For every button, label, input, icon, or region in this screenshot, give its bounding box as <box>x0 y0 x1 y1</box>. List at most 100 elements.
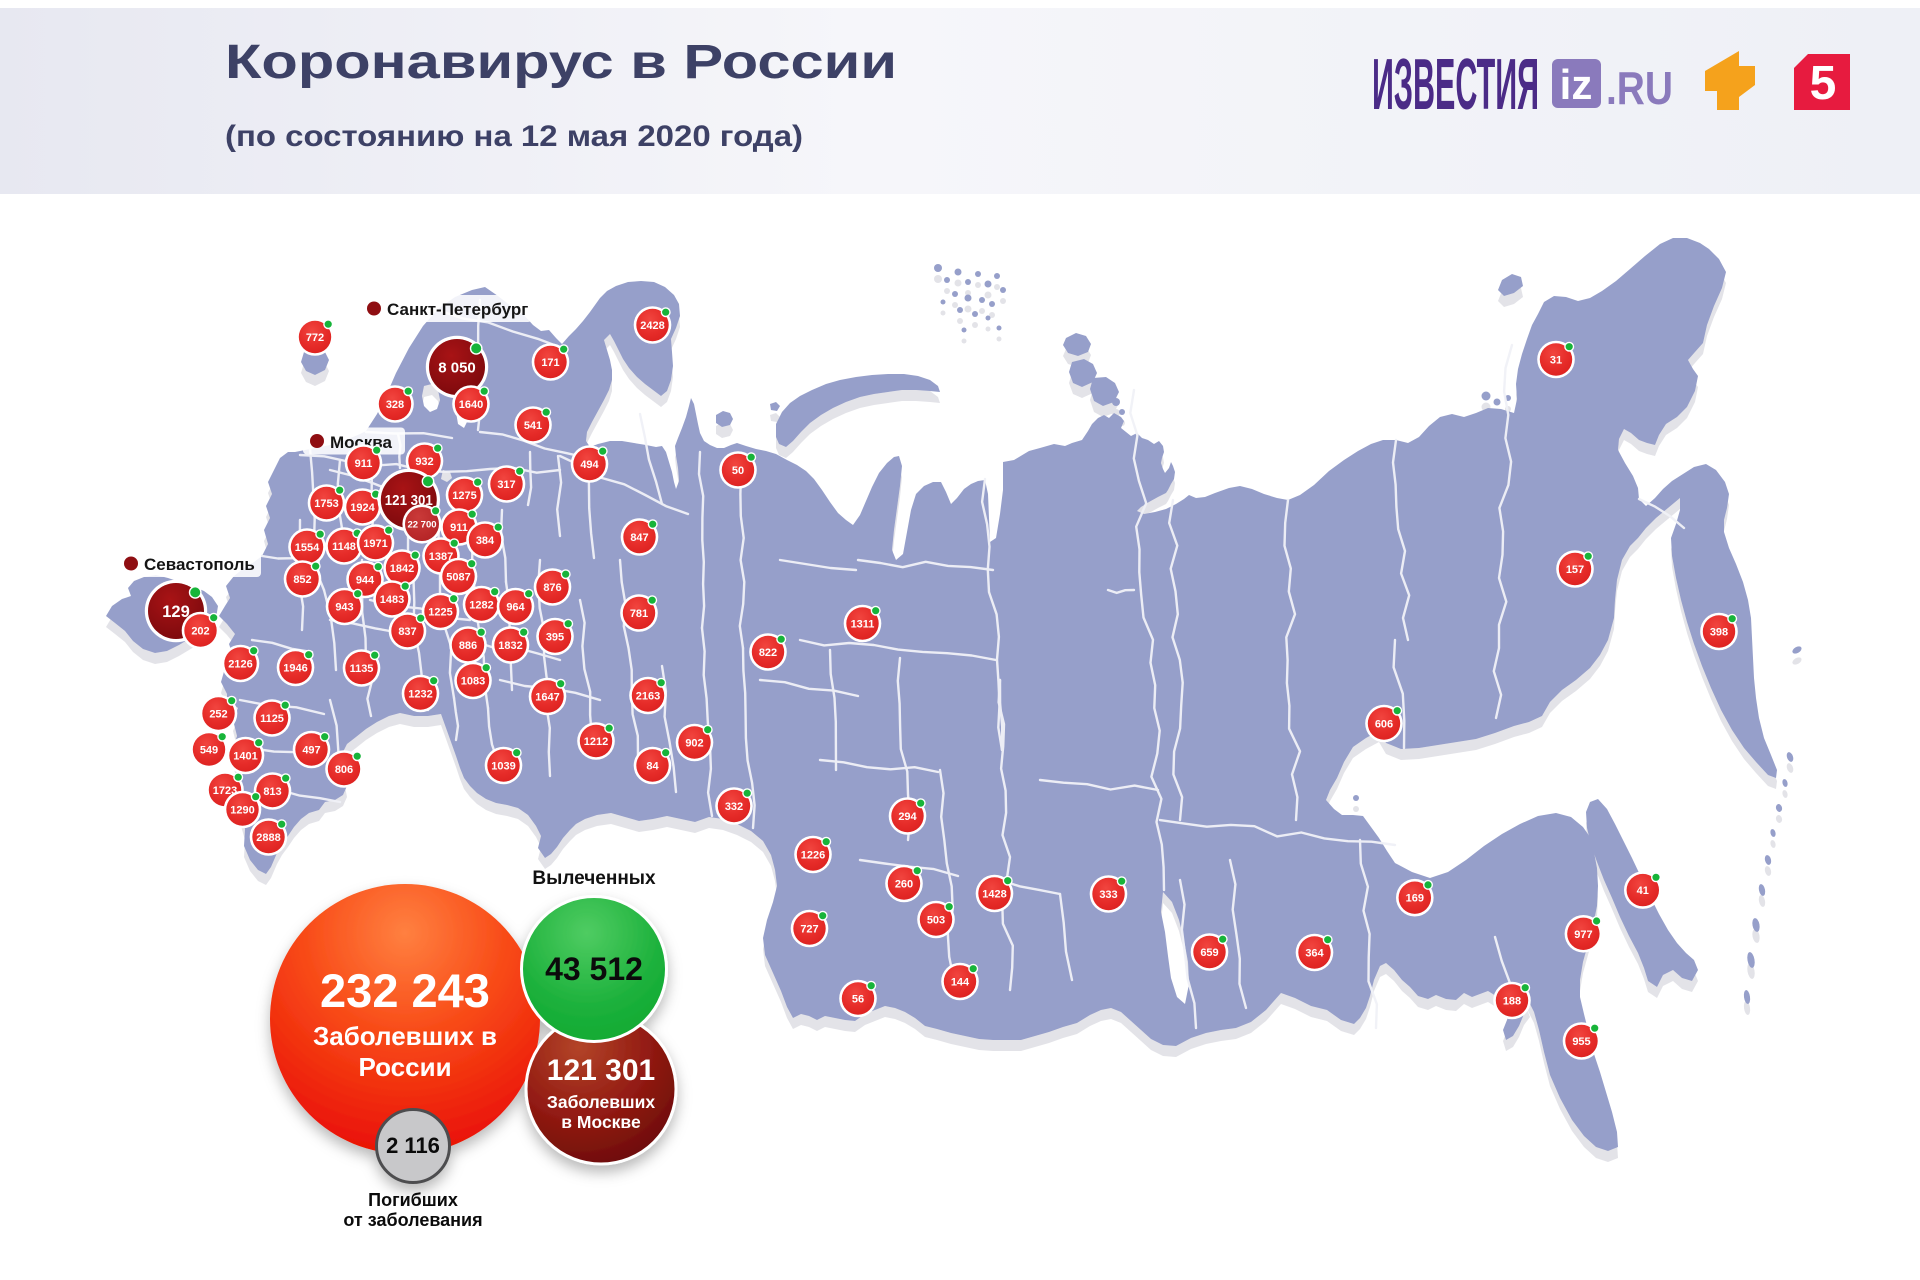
svg-text:2428: 2428 <box>640 320 664 332</box>
svg-text:606: 606 <box>1375 718 1393 730</box>
svg-text:328: 328 <box>386 399 404 411</box>
svg-text:1387: 1387 <box>429 551 453 563</box>
svg-text:932: 932 <box>415 456 433 468</box>
svg-text:1148: 1148 <box>332 541 356 553</box>
svg-text:384: 384 <box>476 535 495 547</box>
svg-text:Санкт-Петербург: Санкт-Петербург <box>387 300 528 319</box>
svg-text:260: 260 <box>895 878 913 890</box>
svg-text:964: 964 <box>506 601 525 613</box>
svg-text:1083: 1083 <box>461 675 485 687</box>
svg-text:ИЗВЕСТИЯ: ИЗВЕСТИЯ <box>1372 45 1539 125</box>
svg-text:1753: 1753 <box>314 498 338 510</box>
svg-text:977: 977 <box>1574 929 1592 941</box>
svg-text:955: 955 <box>1572 1036 1590 1048</box>
svg-text:943: 943 <box>335 601 353 613</box>
svg-text:2163: 2163 <box>636 690 660 702</box>
svg-text:1212: 1212 <box>584 736 608 748</box>
svg-text:5087: 5087 <box>446 571 470 583</box>
svg-text:169: 169 <box>1406 893 1424 905</box>
svg-text:333: 333 <box>1099 889 1117 901</box>
svg-text:от заболевания: от заболевания <box>343 1210 482 1230</box>
svg-text:1483: 1483 <box>380 594 404 606</box>
svg-text:541: 541 <box>524 420 542 432</box>
svg-text:1225: 1225 <box>428 606 452 618</box>
svg-text:911: 911 <box>450 522 468 534</box>
svg-text:772: 772 <box>306 332 324 344</box>
svg-text:317: 317 <box>497 479 515 491</box>
svg-text:1282: 1282 <box>469 599 493 611</box>
svg-text:822: 822 <box>759 647 777 659</box>
svg-text:22 700: 22 700 <box>407 519 436 530</box>
svg-text:332: 332 <box>725 801 743 813</box>
svg-text:Заболевших: Заболевших <box>547 1092 655 1112</box>
svg-text:121 301: 121 301 <box>547 1054 655 1087</box>
svg-text:1723: 1723 <box>213 785 237 797</box>
svg-text:806: 806 <box>335 764 353 776</box>
svg-text:43 512: 43 512 <box>545 951 643 987</box>
svg-text:1971: 1971 <box>363 538 387 550</box>
svg-text:1428: 1428 <box>982 888 1006 900</box>
svg-text:1232: 1232 <box>408 688 432 700</box>
svg-text:232 243: 232 243 <box>320 964 490 1017</box>
svg-text:Коронавирус в России: Коронавирус в России <box>225 36 897 89</box>
svg-text:1946: 1946 <box>283 662 307 674</box>
svg-text:876: 876 <box>543 582 561 594</box>
svg-text:1039: 1039 <box>491 760 515 772</box>
svg-text:2888: 2888 <box>256 832 280 844</box>
svg-text:1640: 1640 <box>459 399 483 411</box>
svg-text:.RU: .RU <box>1606 62 1673 114</box>
svg-text:Севастополь: Севастополь <box>144 555 255 574</box>
svg-text:5: 5 <box>1810 57 1837 110</box>
svg-text:8 050: 8 050 <box>438 359 476 376</box>
svg-text:911: 911 <box>355 458 373 470</box>
svg-text:944: 944 <box>356 574 375 586</box>
svg-text:252: 252 <box>209 708 227 720</box>
svg-text:202: 202 <box>191 625 209 637</box>
svg-text:494: 494 <box>580 459 599 471</box>
svg-text:1647: 1647 <box>535 691 559 703</box>
svg-text:1554: 1554 <box>295 542 320 554</box>
svg-text:364: 364 <box>1305 947 1324 959</box>
svg-text:1924: 1924 <box>350 502 375 514</box>
svg-text:659: 659 <box>1200 947 1218 959</box>
svg-text:2 116: 2 116 <box>386 1133 440 1158</box>
svg-text:902: 902 <box>685 737 703 749</box>
svg-text:50: 50 <box>732 465 744 477</box>
svg-text:144: 144 <box>951 976 970 988</box>
svg-text:847: 847 <box>630 532 648 544</box>
svg-text:1832: 1832 <box>498 640 522 652</box>
svg-text:188: 188 <box>1503 995 1521 1007</box>
svg-text:395: 395 <box>546 631 564 643</box>
svg-text:1401: 1401 <box>233 750 257 762</box>
svg-text:1125: 1125 <box>260 713 284 725</box>
svg-text:171: 171 <box>541 357 559 369</box>
svg-text:294: 294 <box>898 811 917 823</box>
svg-text:84: 84 <box>646 760 659 772</box>
svg-text:837: 837 <box>398 626 416 638</box>
svg-text:852: 852 <box>293 574 311 586</box>
svg-text:1135: 1135 <box>350 663 374 675</box>
svg-text:Погибших: Погибших <box>368 1190 458 1210</box>
svg-text:1311: 1311 <box>851 618 875 630</box>
svg-text:549: 549 <box>200 744 218 756</box>
svg-text:129: 129 <box>162 603 190 621</box>
svg-text:1226: 1226 <box>801 849 825 861</box>
svg-text:2126: 2126 <box>228 658 252 670</box>
svg-text:157: 157 <box>1566 564 1584 576</box>
svg-text:503: 503 <box>927 914 945 926</box>
svg-text:Заболевших в: Заболевших в <box>313 1021 497 1051</box>
svg-text:1290: 1290 <box>230 804 254 816</box>
svg-text:1275: 1275 <box>452 490 476 502</box>
svg-text:Вылеченных: Вылеченных <box>532 868 656 889</box>
svg-text:781: 781 <box>630 608 648 620</box>
svg-text:886: 886 <box>459 640 477 652</box>
svg-text:iz: iz <box>1560 61 1593 108</box>
svg-text:398: 398 <box>1710 626 1728 638</box>
svg-text:56: 56 <box>852 993 864 1005</box>
svg-text:727: 727 <box>800 923 818 935</box>
svg-text:41: 41 <box>1637 885 1649 897</box>
svg-text:813: 813 <box>263 786 281 798</box>
svg-text:в Москве: в Москве <box>561 1112 641 1132</box>
svg-text:1842: 1842 <box>390 563 414 575</box>
svg-text:31: 31 <box>1550 354 1562 366</box>
